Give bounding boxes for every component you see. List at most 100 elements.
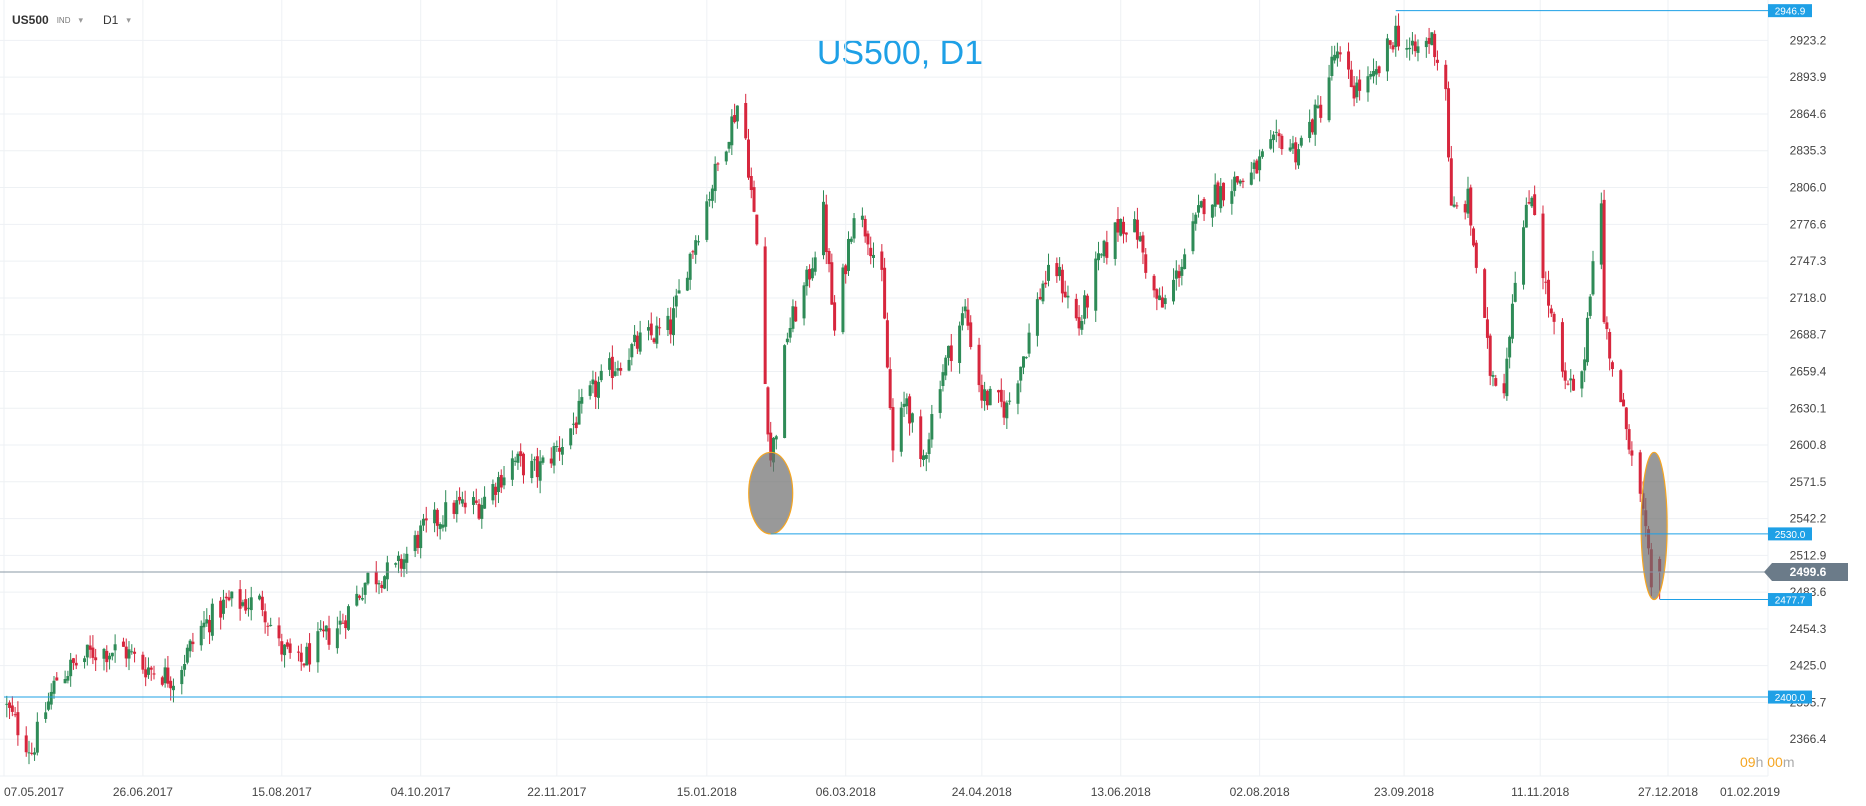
symbol-dropdown-chevron-icon[interactable]: ▾ [78, 14, 84, 25]
candle-body [1366, 76, 1370, 93]
candle-body [1269, 139, 1273, 149]
candle-body [533, 459, 537, 461]
candle-body [202, 622, 206, 628]
candle-body [258, 595, 262, 600]
candle-body [1522, 227, 1526, 285]
x-axis: 07.05.2017 26.06.2017 15.08.2017 04.10.2017… [4, 785, 1780, 799]
candle-body [1549, 308, 1553, 314]
y-tick-label: 2659.4 [1790, 364, 1827, 378]
candle-body [1485, 319, 1489, 338]
candle-body [191, 641, 195, 645]
candle-body [646, 327, 650, 331]
candle-body [1038, 296, 1042, 300]
candle-body [1449, 158, 1453, 206]
candle-body [802, 285, 806, 319]
candle-body [55, 677, 59, 681]
level-label: 2530.0 [1775, 530, 1806, 541]
candle-body [852, 218, 856, 239]
candle-body [1466, 188, 1470, 214]
candle-body [1055, 263, 1059, 277]
highlight-ellipse[interactable] [1640, 451, 1668, 601]
candle-body [569, 428, 573, 446]
candle-body [438, 523, 442, 530]
candle-body [958, 325, 962, 363]
candle-body [969, 322, 973, 347]
candle-body [1424, 40, 1428, 48]
candle-body [433, 509, 437, 524]
x-tick-label: 27.12.2018 [1638, 785, 1698, 799]
timeframe-dropdown-chevron-icon[interactable]: ▾ [126, 14, 131, 25]
candle-body [299, 652, 303, 662]
timeframe-label[interactable]: D1 [103, 13, 119, 27]
candle-body [788, 328, 792, 338]
highlight-ellipse[interactable] [748, 451, 794, 535]
candle-body [1102, 240, 1106, 257]
candle-body [705, 201, 709, 240]
candle-body [746, 139, 750, 178]
candle-body [516, 453, 520, 463]
candle-body [744, 102, 748, 139]
candle-body [947, 345, 951, 358]
candle-body [1163, 298, 1167, 305]
candle-body [360, 598, 364, 600]
candle-body [1272, 134, 1276, 141]
candle-body [558, 447, 562, 452]
candle-body [146, 667, 150, 675]
candle-body [1491, 375, 1495, 377]
candle-body [199, 625, 203, 646]
candle-body [127, 649, 131, 659]
candle-body [1027, 332, 1031, 354]
candle-body [1210, 204, 1214, 218]
candle-body [1630, 450, 1634, 456]
candle-body [538, 461, 542, 481]
y-tick-label: 2454.3 [1790, 622, 1827, 636]
horizontal-levels: 2946.9 2530.0 2477.7 2400.0 [4, 4, 1812, 704]
candle-body [458, 496, 462, 501]
candle-body [263, 611, 267, 623]
candle-body [413, 535, 417, 552]
candle-body [1047, 264, 1051, 281]
candle-body [366, 572, 370, 584]
candle-body [269, 624, 273, 626]
candle-body [249, 597, 253, 611]
candle-body [394, 563, 398, 565]
candle-body [1599, 203, 1603, 265]
candle-body [891, 407, 895, 451]
candle-body [1447, 88, 1451, 158]
candle-body [1474, 242, 1478, 268]
candle-body [783, 345, 787, 438]
candle-body [1155, 289, 1159, 299]
candle-body [1610, 362, 1614, 370]
candle-body [1085, 295, 1089, 308]
candle-body [908, 396, 912, 424]
candle-body [985, 390, 989, 406]
candle-body [1388, 40, 1392, 45]
candle-body [69, 659, 73, 677]
candle-body [599, 370, 603, 381]
candle-body [552, 446, 556, 466]
x-tick-label: 01.02.2019 [1720, 785, 1780, 799]
candle-body [1024, 357, 1028, 359]
candle-body [133, 651, 137, 654]
candle-body [480, 504, 484, 519]
candle-body [846, 238, 850, 271]
candle-body [927, 439, 931, 455]
y-tick-label: 2688.7 [1790, 328, 1827, 342]
candle-body [110, 652, 114, 657]
candle-body [1172, 279, 1176, 302]
symbol-label[interactable]: US500 [12, 13, 49, 27]
candle-body [224, 596, 228, 599]
candle-body [1416, 46, 1420, 53]
candle-body [763, 246, 767, 385]
candle-body [691, 251, 695, 253]
candle-body [871, 254, 875, 258]
candle-body [405, 553, 409, 563]
candle-body [1316, 105, 1320, 108]
candle-body [1530, 197, 1534, 207]
candle-body [899, 407, 903, 452]
candle-body [1605, 322, 1609, 330]
candle-body [941, 372, 945, 387]
candle-body [499, 474, 503, 488]
y-tick-label: 2571.5 [1790, 475, 1827, 489]
